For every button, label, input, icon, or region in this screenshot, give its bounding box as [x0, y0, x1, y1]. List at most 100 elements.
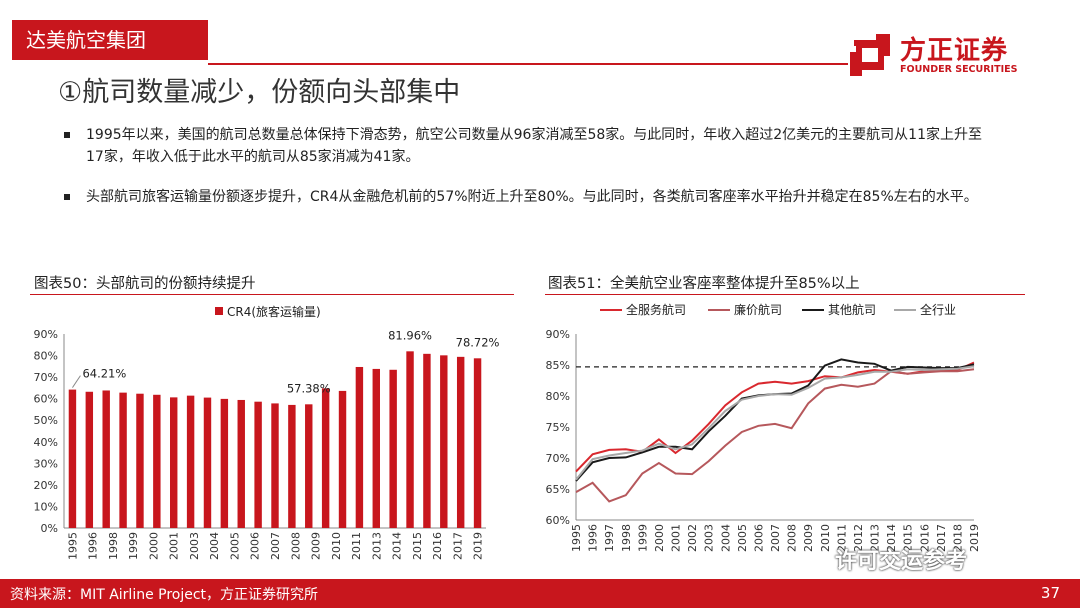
chart50-bar: [389, 369, 397, 528]
chart50-bar: [406, 351, 414, 528]
chart51-xtick-label: 1999: [636, 524, 649, 552]
bullet-item: 头部航司旅客运输量份额逐步提升，CR4从金融危机前的57%附近上升至80%。与此…: [64, 186, 994, 208]
chart51-xtick-label: 1997: [603, 524, 616, 552]
chart50-bar: [153, 394, 161, 528]
chart51-xtick-label: 1996: [587, 524, 600, 552]
chart51-xtick-label: 2010: [819, 524, 832, 552]
footer-bar: 资料来源：MIT Airline Project，方正证券研究所 37: [0, 579, 1080, 608]
page-title: ①航司数量减少，份额向头部集中: [58, 77, 461, 108]
chart50-xtick-label: 2015: [411, 532, 424, 560]
chart51-ytick-label: 60%: [546, 514, 570, 527]
company-tag: 达美航空集团: [12, 20, 208, 60]
chart50-data-label: 78.72%: [456, 335, 500, 349]
chart50-ytick-label: 30%: [34, 457, 58, 470]
chart50-ytick-label: 20%: [34, 479, 58, 492]
chart50-ytick-label: 90%: [34, 328, 58, 341]
founder-logo: 方正证券 FOUNDER SECURITIES: [848, 30, 1048, 80]
chart50-xtick-label: 2013: [370, 532, 383, 560]
chart50-xtick-label: 1995: [66, 532, 79, 560]
chart50-xtick-label: 2017: [451, 532, 464, 560]
chart50-xtick-label: 2010: [330, 532, 343, 560]
chart51-legend-label: 其他航司: [828, 302, 876, 317]
chart50-ytick-label: 10%: [34, 500, 58, 513]
chart50-data-label: 57.38%: [287, 381, 331, 395]
chart50-bar: [220, 398, 229, 528]
chart50-legend-swatch: [215, 307, 223, 315]
chart50-xtick-label: 1996: [87, 532, 100, 560]
chart51-series-line: [575, 358, 975, 482]
chart51-legend-label: 全行业: [920, 302, 956, 317]
chart50-ytick-label: 40%: [34, 436, 58, 449]
chart50-bar: [456, 356, 465, 528]
chart51-xtick-label: 2015: [902, 524, 915, 552]
chart51-legend-label: 廉价航司: [734, 302, 782, 317]
chart50-bar: [355, 366, 364, 528]
chart50-ytick-label: 0%: [41, 522, 58, 535]
chart50-bar: [136, 393, 144, 528]
chart51-xtick-label: 2009: [802, 524, 815, 552]
chart51-xtick-label: 2008: [786, 524, 799, 552]
chart50-bar: [338, 390, 347, 528]
chart50-bar: [423, 353, 431, 528]
chart50-xtick-label: 2007: [269, 532, 282, 560]
bullet-marker: [64, 194, 70, 200]
chart50-xtick-label: 2019: [472, 532, 485, 560]
chart51-xtick-label: 2011: [835, 524, 848, 552]
logo-name-en: FOUNDER SECURITIES: [900, 64, 1018, 75]
chart51-ytick-label: 85%: [546, 359, 570, 372]
chart50-bar-chart: CR4(旅客运输量) 0% 10% 20% 30% 40% 50% 60% 70% 80% 90% 1…: [34, 304, 500, 560]
chart50-xtick-label: 2004: [208, 532, 221, 560]
chart50-bar: [305, 404, 313, 528]
chart51-xtick-label: 2012: [852, 524, 865, 552]
chart50-ytick-label: 80%: [34, 350, 58, 363]
chart50-ytick-label: 60%: [34, 393, 58, 406]
source-note: 资料来源：MIT Airline Project，方正证券研究所: [10, 587, 319, 603]
chart51-xtick-label: 1995: [570, 524, 583, 552]
chart51-xtick-label: 2013: [869, 524, 882, 552]
chart51-xtick-label: 2006: [752, 524, 765, 552]
chart50-title: 图表50：头部航司的份额持续提升: [34, 276, 256, 292]
chart51-xtick-label: 2014: [885, 524, 898, 552]
chart51-series-line: [575, 365, 975, 481]
chart50-annotation-leader: [72, 375, 81, 388]
chart51-xtick-label: 2019: [968, 524, 981, 552]
logo-name-cn: 方正证券: [900, 36, 1009, 66]
page-number: 37: [1040, 584, 1060, 602]
chart50-xtick-label: 2008: [289, 532, 302, 560]
chart51-xtick-label: 2001: [670, 524, 683, 552]
bullet-text: 头部航司旅客运输量份额逐步提升，CR4从金融危机前的57%附近上升至80%。与此…: [86, 189, 978, 205]
bullet-text: 1995年以来，美国的航司总数量总体保持下滑态势，航空公司数量从96家消减至58…: [86, 127, 982, 165]
chart50-bar: [186, 395, 195, 528]
chart50-bar: [203, 397, 212, 528]
chart50-bar: [254, 401, 262, 528]
chart51-xtick-label: 2017: [935, 524, 948, 552]
chart51-xtick-label: 2002: [686, 524, 699, 552]
chart50-xtick-label: 2014: [391, 532, 404, 560]
chart51-ytick-label: 75%: [546, 421, 570, 434]
chart51-line-chart: 全服务航司 廉价航司 其他航司 全行业 60% 65% 70% 75% 80% 85% 90% 199…: [546, 302, 981, 552]
wechat-watermark: 许可交运参考: [835, 549, 968, 574]
chart50-xtick-label: 2001: [168, 532, 181, 560]
chart50-bar: [288, 404, 296, 528]
chart51-xtick-label: 2018: [951, 524, 964, 552]
chart50-bar: [102, 390, 110, 528]
chart50-bar: [119, 392, 127, 528]
chart51-ytick-label: 80%: [546, 390, 570, 403]
header-divider: [208, 63, 848, 65]
chart50-data-label: 64.21%: [82, 367, 126, 381]
chart50-legend-label: CR4(旅客运输量): [227, 304, 321, 319]
chart50-xtick-label: 2006: [249, 532, 262, 560]
chart51-ytick-label: 90%: [546, 328, 570, 341]
chart50-xtick-label: 1998: [107, 532, 120, 560]
chart50-bar: [85, 391, 94, 528]
chart50-bar: [321, 388, 330, 528]
chart50-xtick-label: 2000: [147, 532, 160, 560]
chart50-bar: [372, 368, 380, 528]
chart50-bar: [271, 403, 279, 528]
chart51-xtick-label: 2005: [736, 524, 749, 552]
chart51-xtick-label: 1998: [620, 524, 633, 552]
chart51-xtick-label: 2000: [653, 524, 666, 552]
chart50-ytick-label: 50%: [34, 414, 58, 427]
bullet-list: 1995年以来，美国的航司总数量总体保持下滑态势，航空公司数量从96家消减至58…: [64, 124, 994, 226]
chart50-xtick-label: 2005: [228, 532, 241, 560]
